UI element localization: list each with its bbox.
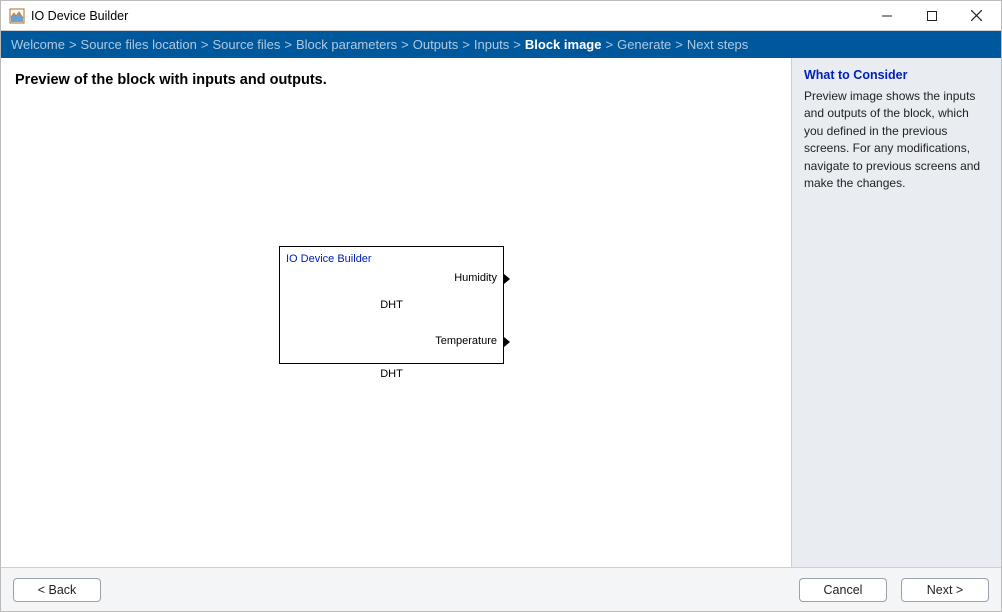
block-bottom-label: DHT bbox=[279, 368, 504, 380]
main-panel: Preview of the block with inputs and out… bbox=[1, 58, 791, 567]
breadcrumb: Welcome>Source files location>Source fil… bbox=[1, 31, 1001, 58]
side-panel: What to Consider Preview image shows the… bbox=[791, 58, 1001, 567]
block-inner-title: IO Device Builder bbox=[286, 253, 372, 265]
breadcrumb-separator: > bbox=[284, 37, 292, 52]
window-controls bbox=[864, 1, 999, 30]
block-rect: IO Device Builder DHT Humidity Temperatu… bbox=[279, 246, 504, 364]
window-titlebar: IO Device Builder bbox=[1, 1, 1001, 31]
content-area: Preview of the block with inputs and out… bbox=[1, 58, 1001, 567]
breadcrumb-item[interactable]: Next steps bbox=[687, 37, 748, 52]
breadcrumb-separator: > bbox=[69, 37, 77, 52]
minimize-button[interactable] bbox=[864, 1, 909, 30]
page-title: Preview of the block with inputs and out… bbox=[15, 72, 777, 88]
breadcrumb-separator: > bbox=[401, 37, 409, 52]
breadcrumb-item[interactable]: Block parameters bbox=[296, 37, 397, 52]
app-icon bbox=[9, 8, 25, 24]
maximize-button[interactable] bbox=[909, 1, 954, 30]
breadcrumb-separator: > bbox=[675, 37, 683, 52]
block-center-label: DHT bbox=[380, 299, 403, 311]
port-arrow-icon bbox=[504, 274, 510, 284]
breadcrumb-item[interactable]: Inputs bbox=[474, 37, 509, 52]
close-button[interactable] bbox=[954, 1, 999, 30]
block-preview: IO Device Builder DHT Humidity Temperatu… bbox=[279, 246, 504, 380]
breadcrumb-item[interactable]: Welcome bbox=[11, 37, 65, 52]
cancel-button[interactable]: Cancel bbox=[799, 578, 887, 602]
breadcrumb-separator: > bbox=[513, 37, 521, 52]
block-output-port: Humidity bbox=[454, 272, 497, 284]
side-panel-title: What to Consider bbox=[804, 68, 989, 82]
footer-bar: < Back Cancel Next > bbox=[1, 567, 1001, 611]
breadcrumb-separator: > bbox=[605, 37, 613, 52]
breadcrumb-item[interactable]: Generate bbox=[617, 37, 671, 52]
breadcrumb-separator: > bbox=[462, 37, 470, 52]
back-button[interactable]: < Back bbox=[13, 578, 101, 602]
breadcrumb-separator: > bbox=[201, 37, 209, 52]
window-title: IO Device Builder bbox=[31, 9, 864, 23]
breadcrumb-item[interactable]: Block image bbox=[525, 37, 602, 52]
breadcrumb-item[interactable]: Source files location bbox=[81, 37, 197, 52]
breadcrumb-item[interactable]: Outputs bbox=[413, 37, 459, 52]
breadcrumb-item[interactable]: Source files bbox=[212, 37, 280, 52]
next-button[interactable]: Next > bbox=[901, 578, 989, 602]
port-arrow-icon bbox=[504, 337, 510, 347]
side-panel-text: Preview image shows the inputs and outpu… bbox=[804, 88, 989, 192]
block-output-port: Temperature bbox=[435, 335, 497, 347]
